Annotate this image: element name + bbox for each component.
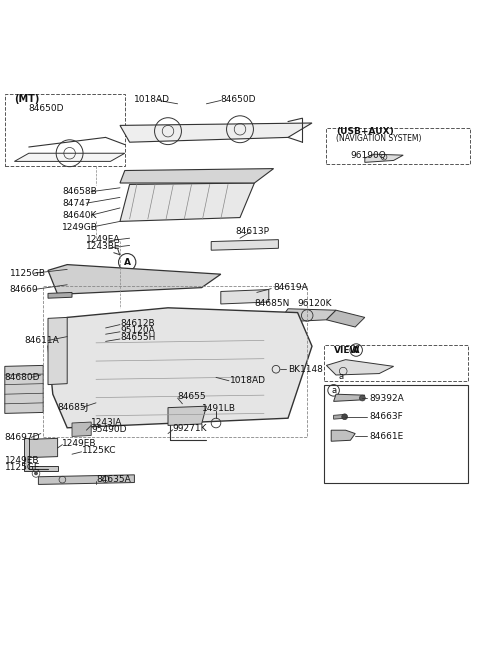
Text: 84685N: 84685N bbox=[254, 300, 290, 309]
Text: 84612B: 84612B bbox=[120, 318, 155, 328]
Text: 84680D: 84680D bbox=[5, 373, 40, 382]
Text: 84661E: 84661E bbox=[370, 432, 404, 441]
Circle shape bbox=[35, 472, 37, 475]
Polygon shape bbox=[326, 310, 365, 327]
Polygon shape bbox=[120, 183, 254, 222]
Text: (MT): (MT) bbox=[14, 94, 40, 104]
Text: 1249EB: 1249EB bbox=[5, 456, 39, 465]
Polygon shape bbox=[120, 169, 274, 183]
Polygon shape bbox=[331, 430, 355, 441]
Text: 84640K: 84640K bbox=[62, 211, 97, 220]
Bar bbox=[324, 385, 468, 483]
Polygon shape bbox=[48, 308, 312, 428]
Text: A: A bbox=[353, 345, 360, 354]
Polygon shape bbox=[72, 422, 91, 436]
Text: 84685J: 84685J bbox=[58, 403, 89, 412]
Text: 84655H: 84655H bbox=[120, 333, 156, 342]
Text: 84650D: 84650D bbox=[221, 94, 256, 103]
Text: 1018AD: 1018AD bbox=[230, 376, 266, 385]
Text: 1249EA: 1249EA bbox=[86, 235, 121, 244]
Text: a: a bbox=[331, 386, 336, 395]
Text: 1491LB: 1491LB bbox=[202, 404, 236, 413]
Polygon shape bbox=[326, 360, 394, 375]
Text: 84650D: 84650D bbox=[29, 104, 64, 113]
Text: BK1148: BK1148 bbox=[288, 365, 323, 373]
Polygon shape bbox=[38, 475, 134, 485]
Polygon shape bbox=[29, 438, 58, 458]
Text: 1249GB: 1249GB bbox=[62, 222, 98, 232]
Bar bbox=[326, 128, 470, 164]
Polygon shape bbox=[278, 309, 336, 322]
Text: 84635A: 84635A bbox=[96, 475, 131, 484]
Text: 1125GE: 1125GE bbox=[5, 463, 40, 472]
Text: 99271K: 99271K bbox=[173, 424, 207, 433]
Polygon shape bbox=[211, 239, 278, 250]
Polygon shape bbox=[221, 290, 269, 304]
Polygon shape bbox=[365, 154, 403, 162]
Text: 84655: 84655 bbox=[178, 392, 206, 401]
Text: 1125KC: 1125KC bbox=[82, 446, 116, 455]
Text: 95490D: 95490D bbox=[91, 424, 127, 434]
Text: 84611A: 84611A bbox=[24, 336, 59, 345]
Text: 95120A: 95120A bbox=[120, 326, 155, 335]
Polygon shape bbox=[334, 394, 365, 402]
Polygon shape bbox=[48, 292, 72, 298]
Text: 84697D: 84697D bbox=[5, 433, 40, 442]
Text: 84660: 84660 bbox=[10, 285, 38, 294]
Text: a: a bbox=[338, 372, 344, 381]
Text: 1018AD: 1018AD bbox=[134, 94, 170, 103]
Text: 1243JA: 1243JA bbox=[91, 417, 122, 426]
Polygon shape bbox=[168, 406, 206, 425]
Text: 96190Q: 96190Q bbox=[350, 150, 386, 160]
Text: 89392A: 89392A bbox=[370, 394, 404, 403]
Text: 84658B: 84658B bbox=[62, 187, 97, 196]
Polygon shape bbox=[48, 317, 67, 385]
Text: 1243BE: 1243BE bbox=[86, 243, 121, 251]
Text: VIEW: VIEW bbox=[334, 345, 360, 354]
Text: 84613P: 84613P bbox=[235, 226, 269, 235]
Text: 84619A: 84619A bbox=[274, 283, 308, 292]
Polygon shape bbox=[48, 265, 221, 294]
Text: 1249EB: 1249EB bbox=[62, 439, 97, 447]
Text: A: A bbox=[124, 258, 131, 267]
Text: (NAVIGATION SYSTEM): (NAVIGATION SYSTEM) bbox=[336, 134, 421, 143]
Text: 1125GB: 1125GB bbox=[10, 269, 46, 278]
Text: 84663F: 84663F bbox=[370, 412, 403, 421]
Polygon shape bbox=[5, 366, 43, 413]
Polygon shape bbox=[14, 153, 125, 162]
Bar bbox=[324, 345, 468, 381]
Circle shape bbox=[360, 395, 365, 401]
Bar bbox=[43, 286, 307, 438]
Circle shape bbox=[342, 414, 348, 420]
Polygon shape bbox=[86, 326, 106, 332]
Text: 84747: 84747 bbox=[62, 199, 91, 208]
Polygon shape bbox=[120, 123, 312, 142]
Polygon shape bbox=[334, 415, 346, 419]
Bar bbox=[5, 94, 125, 166]
Polygon shape bbox=[24, 438, 58, 471]
Text: 96120K: 96120K bbox=[298, 300, 332, 309]
Text: (USB+AUX): (USB+AUX) bbox=[336, 127, 394, 136]
